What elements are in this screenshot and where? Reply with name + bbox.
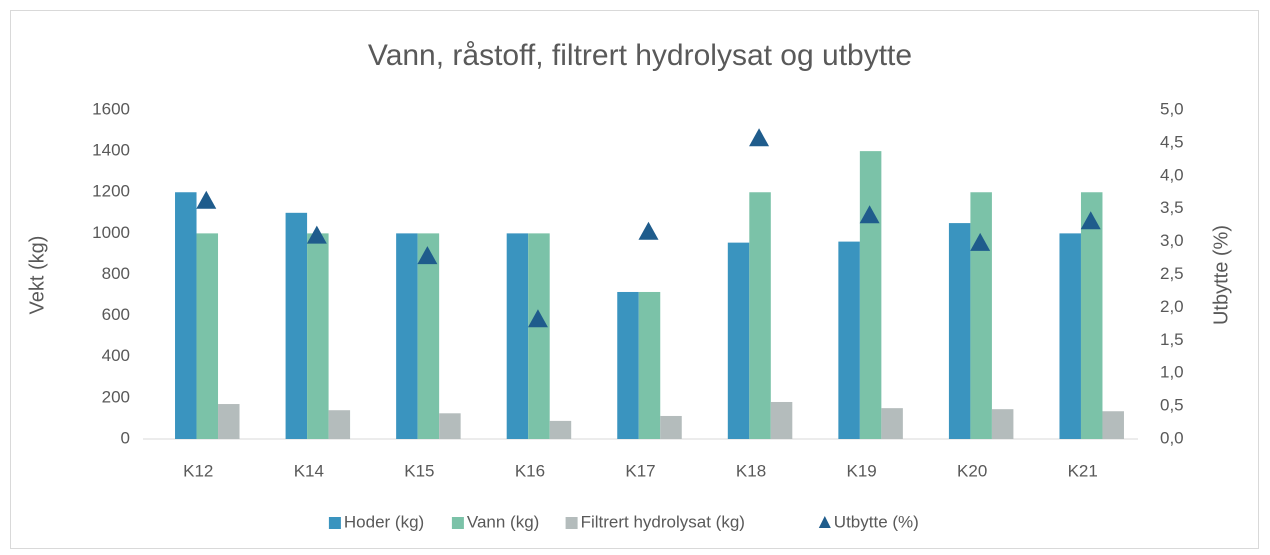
bar — [727, 242, 750, 439]
legend-swatch — [451, 517, 464, 529]
x-tick-label: K19 — [846, 461, 876, 480]
bar — [617, 291, 639, 439]
bar — [859, 151, 882, 439]
bar — [970, 192, 992, 439]
y-tick-label: 800 — [102, 264, 130, 283]
legend-label: Vann (kg) — [467, 512, 539, 531]
y-tick-label: 1000 — [92, 223, 130, 242]
bar — [991, 409, 1014, 439]
y-tick-label: 200 — [102, 387, 130, 406]
x-tick-label: K14 — [294, 461, 324, 480]
chart-title: Vann, råstoff, filtrert hydrolysat og ut… — [368, 39, 912, 72]
marker — [1080, 211, 1101, 230]
y2-tick-label: 0,5 — [1160, 396, 1184, 415]
bar — [285, 212, 308, 439]
bar — [328, 410, 351, 439]
bar — [528, 233, 550, 439]
bar — [638, 291, 661, 439]
bar — [396, 233, 418, 439]
y-tick-label: 1400 — [92, 141, 130, 160]
x-tick-label: K20 — [957, 461, 987, 480]
bar — [1080, 192, 1103, 439]
y2-tick-label: 1,5 — [1160, 330, 1184, 349]
bar — [218, 404, 240, 439]
marker — [527, 309, 548, 328]
bar — [770, 401, 793, 439]
y2-tick-label: 1,0 — [1160, 363, 1184, 382]
y2-tick-label: 5,0 — [1160, 99, 1184, 118]
y2-tick-label: 4,5 — [1160, 132, 1184, 151]
y2-tick-label: 0,0 — [1160, 428, 1184, 447]
marker — [970, 232, 991, 251]
x-tick-label: K18 — [736, 461, 766, 480]
y2-tick-label: 2,5 — [1160, 264, 1184, 283]
bar — [196, 233, 219, 439]
y-tick-label: 1200 — [92, 182, 130, 201]
legend-swatch — [818, 516, 831, 528]
y-tick-label: 1600 — [92, 99, 130, 118]
bar — [881, 408, 903, 439]
legend-label: Filtrert hydrolysat (kg) — [581, 512, 745, 531]
bar — [1059, 233, 1081, 439]
x-tick-label: K17 — [625, 461, 655, 480]
x-tick-label: K15 — [404, 461, 434, 480]
bar — [439, 413, 461, 439]
y2-tick-label: 2,0 — [1160, 297, 1184, 316]
marker — [859, 205, 880, 224]
marker — [638, 221, 659, 240]
bar — [417, 233, 440, 439]
legend-swatch — [328, 517, 341, 529]
legend-swatch — [565, 517, 578, 529]
bar — [175, 192, 197, 439]
bar — [749, 192, 771, 439]
x-tick-label: K21 — [1068, 461, 1098, 480]
bar — [838, 241, 860, 439]
y-axis-label: Vekt (kg) — [26, 236, 48, 315]
marker — [306, 225, 327, 244]
y2-axis-label: Utbytte (%) — [1210, 225, 1232, 325]
y-tick-label: 0 — [121, 428, 130, 447]
chart-frame — [10, 10, 1259, 549]
y-tick-label: 400 — [102, 346, 130, 365]
bar — [1102, 411, 1124, 439]
bar — [549, 420, 572, 439]
legend-label: Utbytte (%) — [834, 512, 919, 531]
x-tick-label: K12 — [183, 461, 213, 480]
marker — [749, 128, 770, 147]
y2-tick-label: 3,0 — [1160, 231, 1184, 250]
marker — [417, 246, 438, 265]
marker — [196, 190, 217, 209]
bar — [307, 233, 329, 439]
legend-label: Hoder (kg) — [344, 512, 424, 531]
x-tick-label: K16 — [515, 461, 545, 480]
bar — [660, 415, 682, 439]
y2-tick-label: 4,0 — [1160, 165, 1184, 184]
bar — [948, 223, 971, 439]
y2-tick-label: 3,5 — [1160, 198, 1184, 217]
y-tick-label: 600 — [102, 305, 130, 324]
bar — [506, 233, 529, 439]
